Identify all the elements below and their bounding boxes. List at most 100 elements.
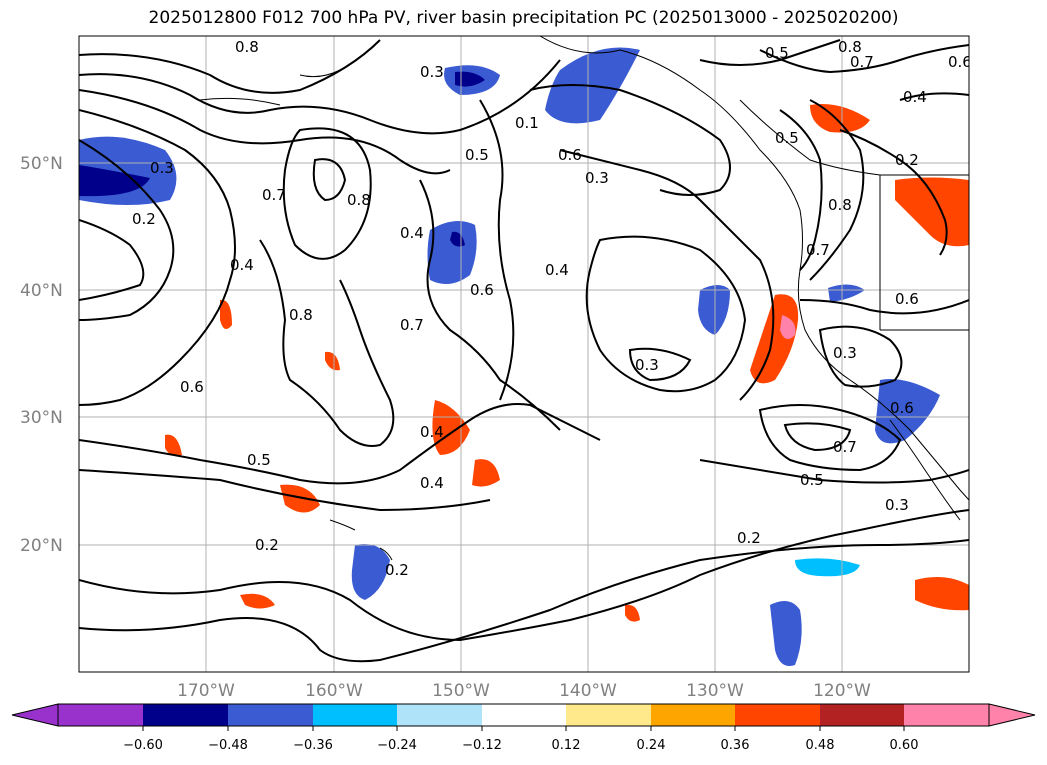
precip-strong-positive-region: [780, 315, 796, 339]
longitude-labels: 170°W 160°W 150°W 140°W 130°W 120°W: [177, 681, 871, 701]
lat-label: 30°N: [20, 408, 63, 428]
colorbar-tick-label: −0.36: [293, 738, 333, 753]
contour-label: 0.8: [289, 306, 313, 324]
contour-label: 0.6: [948, 53, 972, 71]
contour-label: 0.3: [885, 496, 909, 514]
colorbar-tick-label: 0.12: [552, 738, 581, 753]
contour-label: 0.7: [833, 438, 857, 456]
contour-labels: 0.8 0.3 0.8 0.7 0.5 0.6 0.3 0.2 0.7 0.8 …: [132, 38, 972, 579]
colorbar-segment: [904, 704, 989, 726]
colorbar-segment: [313, 704, 397, 726]
coastlines: [199, 36, 969, 561]
contour-label: 0.7: [400, 316, 424, 334]
map-area: 0.8 0.3 0.8 0.7 0.5 0.6 0.3 0.2 0.7 0.8 …: [79, 36, 972, 672]
contour-label: 0.2: [255, 536, 279, 554]
contour-label: 0.4: [903, 88, 927, 106]
lon-label: 120°W: [813, 681, 871, 701]
contour-label: 0.3: [635, 356, 659, 374]
colorbar-segment: [58, 704, 143, 726]
colorbar-segment: [735, 704, 820, 726]
map-frame: [78, 35, 970, 673]
contour-label: 0.3: [150, 159, 174, 177]
contour-label: 0.5: [765, 44, 789, 62]
precip-negative-region: [828, 284, 865, 302]
latitude-labels: 50°N 40°N 30°N 20°N: [20, 154, 63, 556]
precip-positive-region: [625, 604, 640, 622]
contour-label: 0.5: [247, 451, 271, 469]
contour-label: 0.3: [585, 169, 609, 187]
contour-label: 0.8: [828, 196, 852, 214]
contour-label: 0.3: [833, 344, 857, 362]
colorbar-segment: [397, 704, 482, 726]
contour-label: 0.6: [895, 290, 919, 308]
colorbar-tick-label: −0.12: [462, 738, 502, 753]
map-title: 2025012800 F012 700 hPa PV, river basin …: [148, 8, 899, 28]
contour-label: 0.4: [545, 261, 569, 279]
lat-label: 20°N: [20, 536, 63, 556]
pv-contours: [79, 39, 969, 663]
contour-label: 0.5: [775, 129, 799, 147]
precip-negative-region: [698, 285, 730, 335]
contour-label: 0.2: [737, 529, 761, 547]
precip-positive-region: [280, 484, 320, 513]
contour-label: 0.2: [895, 151, 919, 169]
contour-label: 0.6: [558, 146, 582, 164]
precip-strong-negative-region: [455, 71, 485, 87]
colorbar-segment: [820, 704, 904, 726]
colorbar-segment: [651, 704, 735, 726]
contour-label: 0.4: [400, 224, 424, 242]
precip-positive-region: [325, 351, 340, 371]
colorbar-tick-label: −0.48: [208, 738, 248, 753]
contour-label: 0.4: [420, 423, 444, 441]
precip-negative-region: [427, 221, 477, 284]
colorbar: −0.60 −0.48 −0.36 −0.24 −0.12 0.12 0.24 …: [11, 703, 1036, 753]
precip-positive-region: [810, 104, 870, 133]
precip-positive-region: [472, 459, 500, 487]
precip-positive-region: [240, 593, 275, 609]
contour-label: 0.2: [132, 210, 156, 228]
precip-strong-negative-region: [79, 165, 150, 197]
contour-label: 0.8: [235, 38, 259, 56]
colorbar-tick-label: 0.48: [806, 738, 835, 753]
lat-label: 40°N: [20, 281, 63, 301]
contour-label: 0.3: [420, 63, 444, 81]
colorbar-tick-label: 0.24: [637, 738, 666, 753]
contour-label: 0.7: [850, 53, 874, 71]
precip-positive-region: [750, 294, 799, 384]
contour-label: 0.8: [838, 38, 862, 56]
colorbar-tick-label: −0.24: [377, 738, 417, 753]
precip-negative-region: [351, 544, 390, 600]
lon-label: 170°W: [177, 681, 235, 701]
lon-label: 140°W: [559, 681, 617, 701]
contour-label: 0.4: [230, 256, 254, 274]
colorbar-segment: [566, 704, 651, 726]
colorbar-segment: [482, 704, 566, 726]
colorbar-tick-label: 0.36: [721, 738, 750, 753]
precip-positive-region: [895, 177, 969, 247]
precip-negative-region: [770, 601, 802, 666]
colorbar-tick-label: 0.60: [890, 738, 919, 753]
colorbar-ticks: [142, 726, 905, 731]
contour-label: 0.2: [385, 561, 409, 579]
precip-positive-region: [220, 299, 232, 329]
colorbar-low-extension: [11, 703, 59, 727]
contour-label: 0.5: [800, 471, 824, 489]
colorbar-frame: [57, 703, 990, 727]
precip-positive-region: [165, 434, 182, 456]
colorbar-high-extension: [988, 703, 1036, 727]
precip-positive-region: [915, 576, 969, 611]
lon-label: 160°W: [305, 681, 363, 701]
colorbar-tick-label: −0.60: [123, 738, 163, 753]
precip-negative-region: [875, 379, 940, 444]
precip-light-negative-region: [795, 558, 860, 577]
contour-label: 0.7: [262, 186, 286, 204]
colorbar-segment: [143, 704, 228, 726]
lon-label: 130°W: [686, 681, 744, 701]
contour-label: 0.8: [347, 191, 371, 209]
lon-label: 150°W: [432, 681, 490, 701]
contour-label: 0.4: [420, 474, 444, 492]
contour-label: 0.7: [806, 241, 830, 259]
contour-label: 0.1: [515, 114, 539, 132]
contour-label: 0.6: [470, 281, 494, 299]
